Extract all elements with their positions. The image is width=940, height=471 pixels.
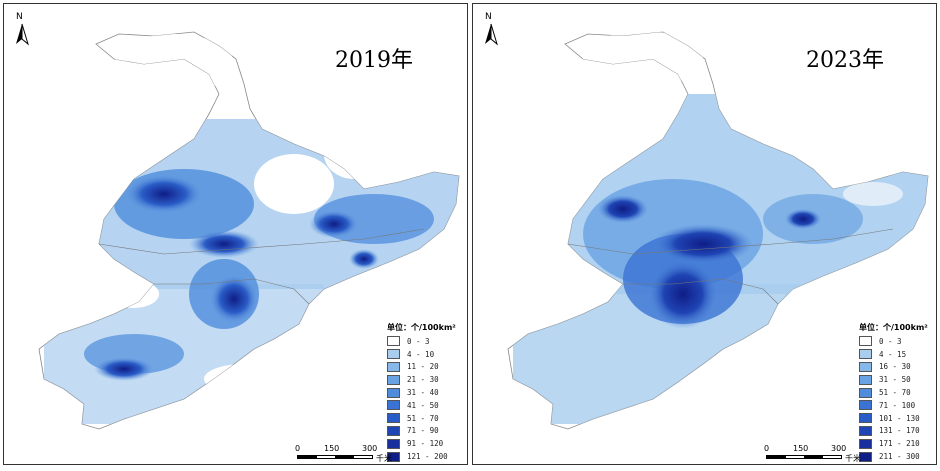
legend-item: 4 - 15 (859, 348, 936, 361)
map-legend: 单位：个/100km² 0 - 3 4 - 10 11 - 20 21 - 30 31 … (387, 322, 467, 463)
legend-item: 0 - 3 (859, 335, 936, 348)
legend-swatch (387, 451, 400, 462)
map-year-title: 2023年 (806, 48, 884, 73)
legend-swatch (387, 336, 400, 347)
legend-swatch (859, 361, 872, 372)
density-map-2019 (38, 31, 460, 430)
legend-label: 0 - 3 (407, 336, 430, 346)
legend-swatch (387, 387, 400, 398)
legend-swatch (859, 387, 872, 398)
legend-item: 131 - 170 (859, 425, 936, 438)
legend-item: 91 - 120 (387, 437, 467, 450)
legend-label: 31 - 40 (407, 388, 439, 398)
legend-label: 21 - 30 (407, 375, 439, 385)
density-map-2023 (507, 31, 929, 430)
north-arrow-icon: N (481, 12, 501, 46)
legend-label: 0 - 3 (879, 336, 902, 346)
legend-label: 16 - 30 (879, 362, 911, 372)
scale-unit: 千米 (845, 454, 861, 463)
legend-item: 0 - 3 (387, 335, 467, 348)
legend-label: 121 - 200 (407, 452, 448, 462)
north-label: N (16, 12, 23, 22)
legend-item: 71 - 90 (387, 425, 467, 438)
legend-swatch (387, 361, 400, 372)
legend-swatch (859, 336, 872, 347)
legend-swatch (387, 413, 400, 424)
map-legend: 单位：个/100km² 0 - 3 4 - 15 16 - 30 31 - 50 51 … (859, 322, 936, 463)
map-panel-2019: N 2019年 单位：个/100km² 0 - 3 4 - 10 11 - 20 21… (3, 3, 468, 465)
legend-swatch (859, 349, 872, 360)
legend-swatch (387, 374, 400, 385)
scale-unit: 千米 (376, 454, 392, 463)
legend-item: 51 - 70 (387, 412, 467, 425)
legend-swatch (859, 374, 872, 385)
legend-swatch (859, 400, 872, 411)
legend-item: 171 - 210 (859, 437, 936, 450)
legend-label: 171 - 210 (879, 439, 920, 449)
scale-bar: 0 150 300 千米 (761, 444, 871, 463)
legend-items: 0 - 3 4 - 15 16 - 30 31 - 50 51 - 70 71 - 100… (859, 335, 936, 463)
scale-bar-graphic (297, 455, 373, 459)
scale-tick-300: 300 (362, 444, 378, 453)
legend-swatch (387, 425, 400, 436)
legend-swatch (859, 451, 872, 462)
legend-item: 121 - 200 (387, 450, 467, 463)
legend-item: 4 - 10 (387, 348, 467, 361)
legend-item: 71 - 100 (859, 399, 936, 412)
legend-swatch (859, 413, 872, 424)
legend-label: 51 - 70 (879, 388, 911, 398)
scale-bar: 0 150 300 千米 (292, 444, 402, 463)
legend-item: 101 - 130 (859, 412, 936, 425)
legend-item: 16 - 30 (859, 361, 936, 374)
legend-item: 31 - 50 (859, 373, 936, 386)
legend-swatch (859, 438, 872, 449)
legend-label: 11 - 20 (407, 362, 439, 372)
scale-tick-150: 150 (793, 444, 809, 453)
legend-title: 单位：个/100km² (859, 323, 928, 332)
legend-label: 71 - 90 (407, 426, 439, 436)
north-arrow-icon: N (12, 12, 32, 46)
legend-label: 71 - 100 (879, 400, 916, 410)
legend-swatch (859, 425, 872, 436)
legend-swatch (387, 400, 400, 411)
legend-title: 单位：个/100km² (387, 323, 456, 332)
legend-items: 0 - 3 4 - 10 11 - 20 21 - 30 31 - 40 41 - 50 5… (387, 335, 467, 463)
legend-item: 31 - 40 (387, 386, 467, 399)
legend-label: 41 - 50 (407, 400, 439, 410)
scale-tick-150: 150 (324, 444, 340, 453)
north-label: N (485, 12, 492, 22)
legend-item: 11 - 20 (387, 361, 467, 374)
legend-label: 31 - 50 (879, 375, 911, 385)
map-panel-2023: N 2023年 单位：个/100km² 0 - 3 4 - 15 16 - 30 31… (472, 3, 937, 465)
legend-label: 4 - 15 (879, 349, 907, 359)
scale-tick-300: 300 (831, 444, 847, 453)
legend-item: 211 - 300 (859, 450, 936, 463)
scale-tick-0: 0 (764, 444, 770, 453)
legend-label: 211 - 300 (879, 452, 920, 462)
legend-label: 51 - 70 (407, 413, 439, 423)
map-year-title: 2019年 (335, 48, 413, 73)
legend-label: 4 - 10 (407, 349, 435, 359)
legend-label: 91 - 120 (407, 439, 444, 449)
scale-tick-0: 0 (295, 444, 301, 453)
legend-swatch (387, 349, 400, 360)
legend-item: 41 - 50 (387, 399, 467, 412)
legend-swatch (387, 438, 400, 449)
legend-item: 21 - 30 (387, 373, 467, 386)
scale-bar-graphic (766, 455, 842, 459)
legend-item: 51 - 70 (859, 386, 936, 399)
legend-label: 131 - 170 (879, 426, 920, 436)
legend-label: 101 - 130 (879, 413, 920, 423)
